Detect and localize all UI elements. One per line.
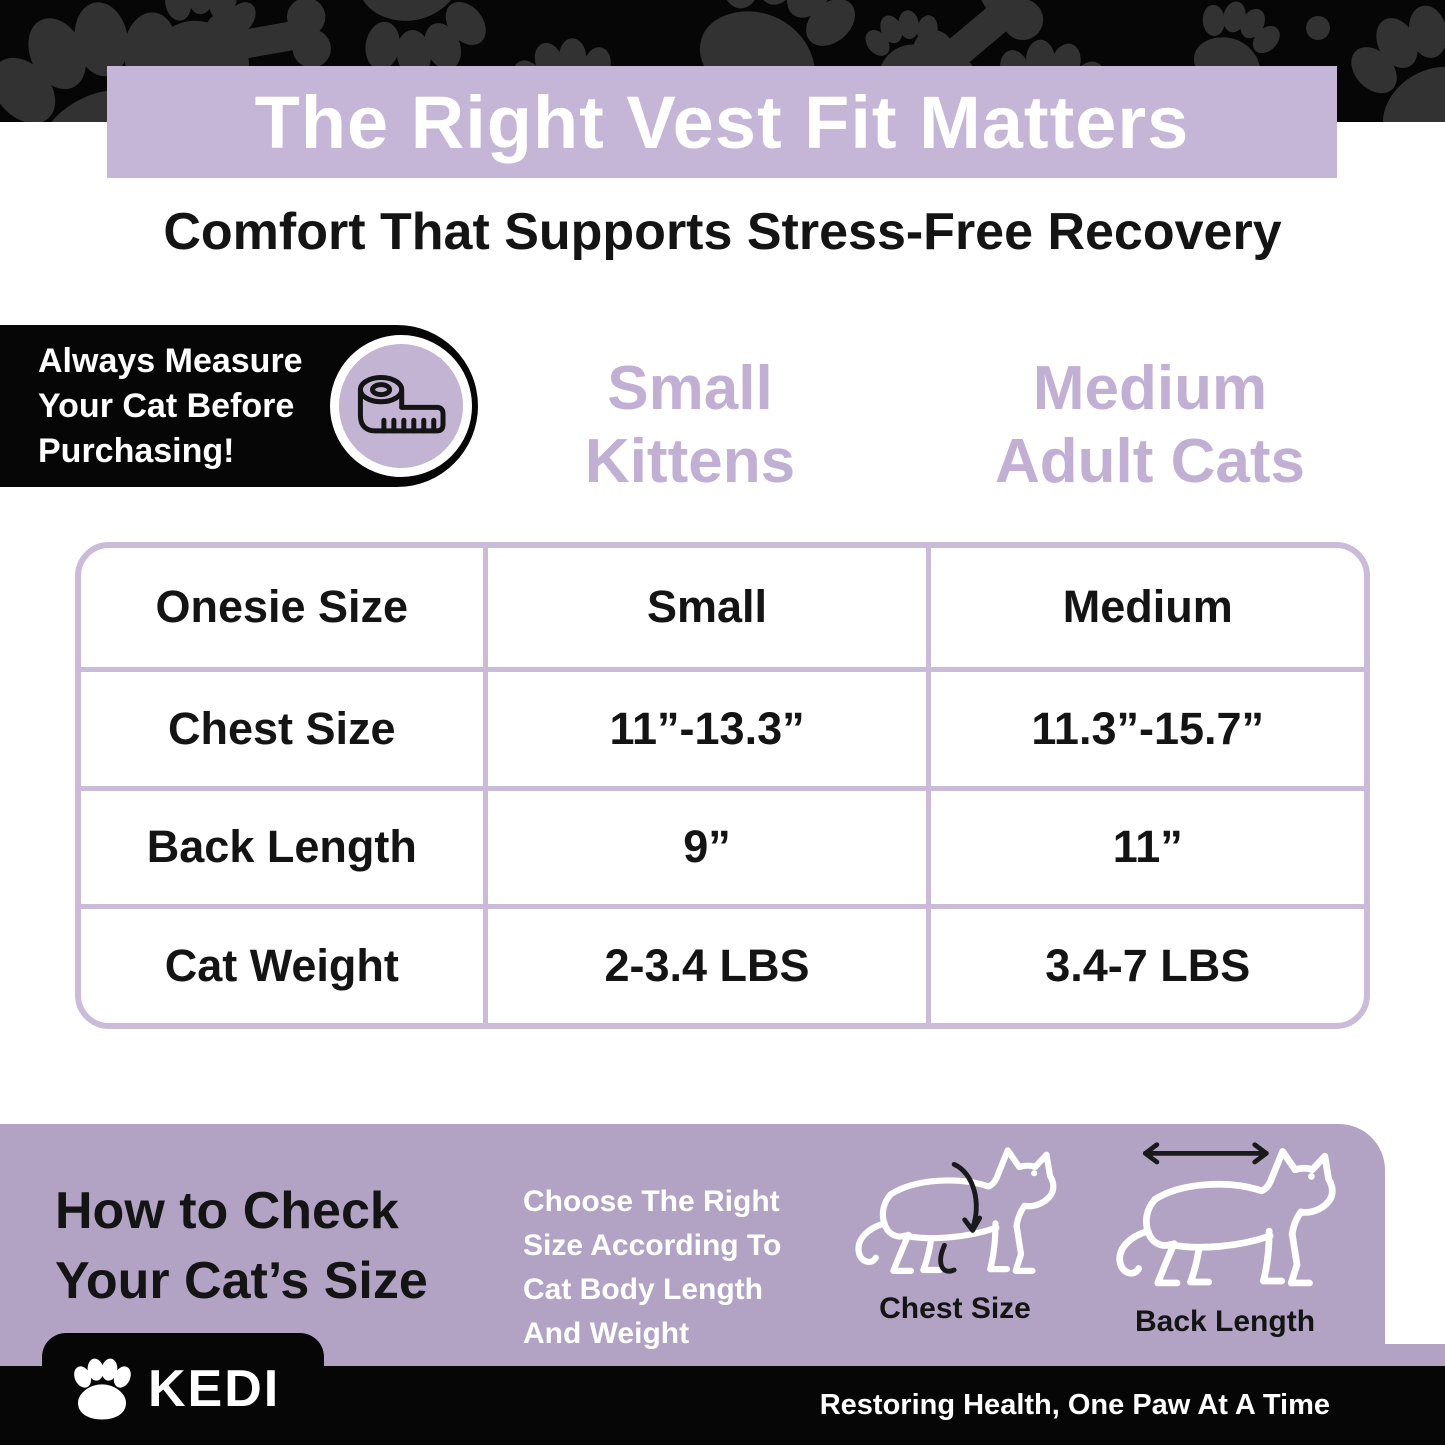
- how-to-title-line2: Your Cat’s Size: [55, 1252, 428, 1310]
- medium-adult-cats-line2: Adult Cats: [995, 427, 1305, 496]
- column-header-small-kittens: Small Kittens: [495, 352, 885, 498]
- medium-value: 11.3”-15.7”: [926, 671, 1364, 786]
- cat-chest-measure-icon: Chest Size: [845, 1138, 1065, 1326]
- small-kittens-line2: Kittens: [584, 427, 796, 496]
- measure-text-line2: Your Cat Before: [38, 387, 295, 425]
- column-header-medium-adult-cats: Medium Adult Cats: [930, 352, 1370, 498]
- measure-reminder-text: Always Measure Your Cat Before Purchasin…: [38, 339, 303, 474]
- row-label: Chest Size: [168, 702, 396, 754]
- measure-reminder-badge: Always Measure Your Cat Before Purchasin…: [0, 325, 478, 487]
- paw-icon: [70, 1357, 134, 1420]
- small-value: Small: [482, 548, 927, 667]
- desc-line: Size According To: [523, 1229, 782, 1262]
- how-to-section: How to Check Your Cat’s Size Choose The …: [0, 1124, 1445, 1366]
- small-value: 2-3.4 LBS: [482, 909, 927, 1023]
- row-label: Back Length: [146, 821, 417, 873]
- small-kittens-line1: Small: [607, 354, 773, 423]
- measure-text-line3: Purchasing!: [38, 432, 235, 470]
- table-row-cat-weight: Cat Weight 2-3.4 LBS 3.4-7 LBS: [81, 904, 1364, 1023]
- footer-tagline: Restoring Health, One Paw At A Time: [819, 1389, 1330, 1421]
- title-banner: The Right Vest Fit Matters: [107, 66, 1337, 178]
- desc-line: Cat Body Length: [523, 1273, 763, 1306]
- medium-value: Medium: [926, 548, 1364, 667]
- table-row-back-length: Back Length 9” 11”: [81, 785, 1364, 905]
- footer-bar: KEDI Restoring Health, One Paw At A Time: [0, 1333, 1445, 1445]
- row-label: Onesie Size: [155, 581, 409, 633]
- desc-line: And Weight: [523, 1317, 690, 1350]
- table-row-onesie-size: Onesie Size Small Medium: [81, 548, 1364, 667]
- page-subtitle: Comfort That Supports Stress-Free Recove…: [163, 203, 1282, 261]
- desc-line: Choose The Right: [523, 1185, 780, 1218]
- brand-name: KEDI: [148, 1360, 281, 1418]
- row-label: Cat Weight: [164, 940, 399, 992]
- size-table: Onesie Size Small Medium Chest Size 11”-…: [75, 542, 1370, 1029]
- how-to-title-line1: How to Check: [55, 1182, 399, 1240]
- chest-size-label: Chest Size: [879, 1291, 1031, 1325]
- small-value: 9”: [482, 790, 927, 905]
- how-to-description: Choose The Right Size According To Cat B…: [523, 1180, 781, 1356]
- medium-value: 11”: [926, 790, 1364, 905]
- measure-text-line1: Always Measure: [38, 342, 303, 380]
- medium-value: 3.4-7 LBS: [926, 909, 1364, 1023]
- medium-adult-cats-line1: Medium: [1032, 354, 1268, 423]
- page-title: The Right Vest Fit Matters: [254, 80, 1190, 164]
- cat-back-length-icon: Back Length: [1105, 1138, 1345, 1339]
- back-length-label: Back Length: [1134, 1305, 1316, 1339]
- measuring-tape-icon: [330, 335, 472, 477]
- small-value: 11”-13.3”: [482, 671, 927, 786]
- how-to-title: How to Check Your Cat’s Size: [55, 1176, 428, 1316]
- brand-logo: KEDI: [42, 1333, 324, 1445]
- table-row-chest-size: Chest Size 11”-13.3” 11.3”-15.7”: [81, 666, 1364, 786]
